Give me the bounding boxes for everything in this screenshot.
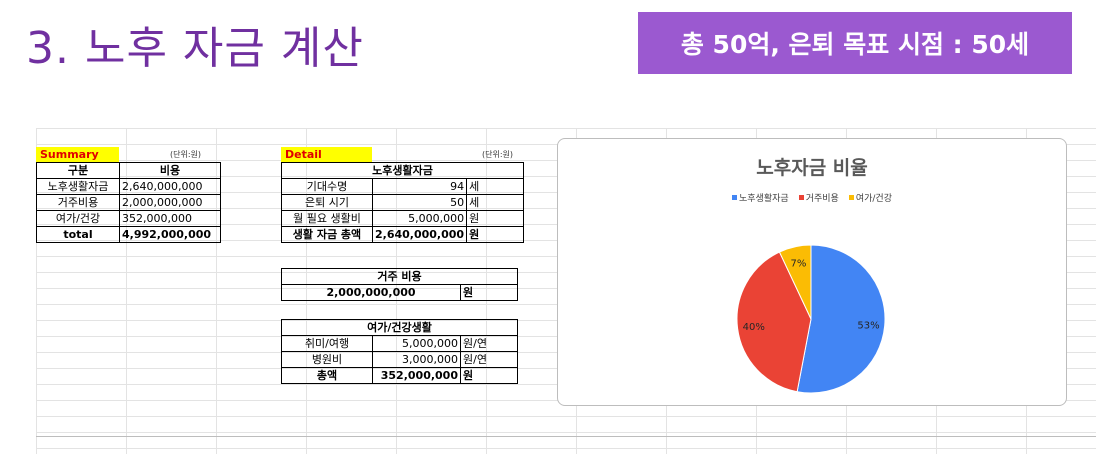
summary-total-name: total <box>36 226 120 243</box>
summary-total-value: 4,992,000,000 <box>119 226 221 243</box>
detail-housing-unit: 원 <box>460 284 518 301</box>
detail-living-table: 노후생활자금 기대수명 94 세 은퇴 시기 50 세 월 필요 생활비 5,0… <box>280 162 525 243</box>
detail-living-unit: 세 <box>466 194 525 211</box>
detail-leisure-header: 여가/건강생활 <box>281 319 518 336</box>
detail-leisure-name: 취미/여행 <box>281 335 373 352</box>
detail-living-unit: 세 <box>466 178 525 195</box>
slide-title: 3. 노후 자금 계산 <box>26 23 364 74</box>
chart-title: 노후자금 비율 <box>756 157 868 179</box>
legend-item: 노후생활자금 <box>732 191 789 204</box>
summary-row-name: 거주비용 <box>36 194 120 211</box>
detail-living-value: 94 <box>371 178 468 195</box>
goal-banner: 총 50억, 은퇴 목표 시점 : 50세 <box>638 12 1072 74</box>
legend-swatch-living <box>732 195 738 200</box>
table-row: 취미/여행 5,000,000 원/연 <box>281 335 518 352</box>
detail-leisure-total-name: 총액 <box>281 367 373 384</box>
detail-living-total-value: 2,640,000,000 <box>371 226 468 243</box>
detail-leisure-total-value: 352,000,000 <box>372 367 461 384</box>
table-row: 기대수명 94 세 <box>281 178 525 195</box>
table-row: 은퇴 시기 50 세 <box>281 194 525 211</box>
detail-living-total-row: 생활 자금 총액 2,640,000,000 원 <box>281 226 525 243</box>
pie-slice-housing[interactable] <box>736 251 812 393</box>
detail-leisure-total-row: 총액 352,000,000 원 <box>281 367 518 384</box>
table-row: 노후생활자금 2,640,000,000 <box>36 178 221 195</box>
pie-chart-panel[interactable]: 노후자금 비율 노후생활자금 거주비용 여가/건강 53% 40% 7% <box>557 138 1067 406</box>
legend-swatch-housing <box>798 195 804 200</box>
legend-item: 거주비용 <box>798 191 839 204</box>
legend-swatch-leisure <box>848 195 854 200</box>
pie-slice-living[interactable] <box>796 244 886 394</box>
summary-row-value: 2,640,000,000 <box>119 178 221 195</box>
table-row: 병원비 3,000,000 원/연 <box>281 351 518 368</box>
table-row: 여가/건강 352,000,000 <box>36 210 221 227</box>
detail-label: Detail <box>281 147 372 162</box>
detail-living-header: 노후생활자금 <box>280 162 525 179</box>
detail-living-unit: 원 <box>466 210 525 227</box>
detail-housing-table: 거주 비용 2,000,000,000 원 <box>281 268 518 301</box>
detail-living-value: 50 <box>371 194 468 211</box>
detail-living-value: 5,000,000 <box>371 210 468 227</box>
detail-leisure-value: 5,000,000 <box>372 335 461 352</box>
detail-living-name: 기대수명 <box>281 178 373 195</box>
detail-living-total-unit: 원 <box>466 226 525 243</box>
legend-item: 여가/건강 <box>848 191 892 204</box>
table-row: 2,000,000,000 원 <box>281 284 518 301</box>
pie-label-living: 53% <box>857 320 879 331</box>
detail-leisure-name: 병원비 <box>281 351 373 368</box>
pie-label-leisure: 7% <box>790 259 806 270</box>
detail-housing-value: 2,000,000,000 <box>281 284 461 301</box>
legend-label: 여가/건강 <box>855 194 892 204</box>
detail-leisure-table: 여가/건강생활 취미/여행 5,000,000 원/연 병원비 3,000,00… <box>281 319 518 384</box>
detail-unit-note: (단위:원) <box>482 150 514 159</box>
detail-leisure-unit: 원/연 <box>460 335 518 352</box>
summary-row-value: 352,000,000 <box>119 210 221 227</box>
detail-leisure-value: 3,000,000 <box>372 351 461 368</box>
summary-row-name: 노후생활자금 <box>36 178 120 195</box>
pie-slice-leisure[interactable] <box>778 244 812 320</box>
detail-leisure-total-unit: 원 <box>460 367 518 384</box>
table-row: 거주비용 2,000,000,000 <box>36 194 221 211</box>
summary-label: Summary <box>36 147 119 162</box>
detail-living-total-name: 생활 자금 총액 <box>281 226 373 243</box>
summary-unit-note: (단위:원) <box>170 150 202 159</box>
summary-header-category: 구분 <box>36 162 120 179</box>
summary-total-row: total 4,992,000,000 <box>36 226 221 243</box>
summary-row-name: 여가/건강 <box>36 210 120 227</box>
pie-label-housing: 40% <box>743 322 765 333</box>
legend-label: 노후생활자금 <box>739 194 789 204</box>
detail-leisure-unit: 원/연 <box>460 351 518 368</box>
pie-chart: 53% 40% 7% <box>736 244 886 394</box>
detail-living-name: 은퇴 시기 <box>281 194 373 211</box>
chart-legend: 노후생활자금 거주비용 여가/건강 <box>558 191 1066 204</box>
summary-table: 구분 비용 노후생활자금 2,640,000,000 거주비용 2,000,00… <box>36 162 221 243</box>
summary-header-cost: 비용 <box>119 162 221 179</box>
detail-housing-header: 거주 비용 <box>281 268 518 285</box>
table-row: 월 필요 생활비 5,000,000 원 <box>281 210 525 227</box>
summary-row-value: 2,000,000,000 <box>119 194 221 211</box>
detail-living-name: 월 필요 생활비 <box>281 210 373 227</box>
legend-label: 거주비용 <box>805 194 839 204</box>
sheet-bottom-border <box>36 436 1096 437</box>
